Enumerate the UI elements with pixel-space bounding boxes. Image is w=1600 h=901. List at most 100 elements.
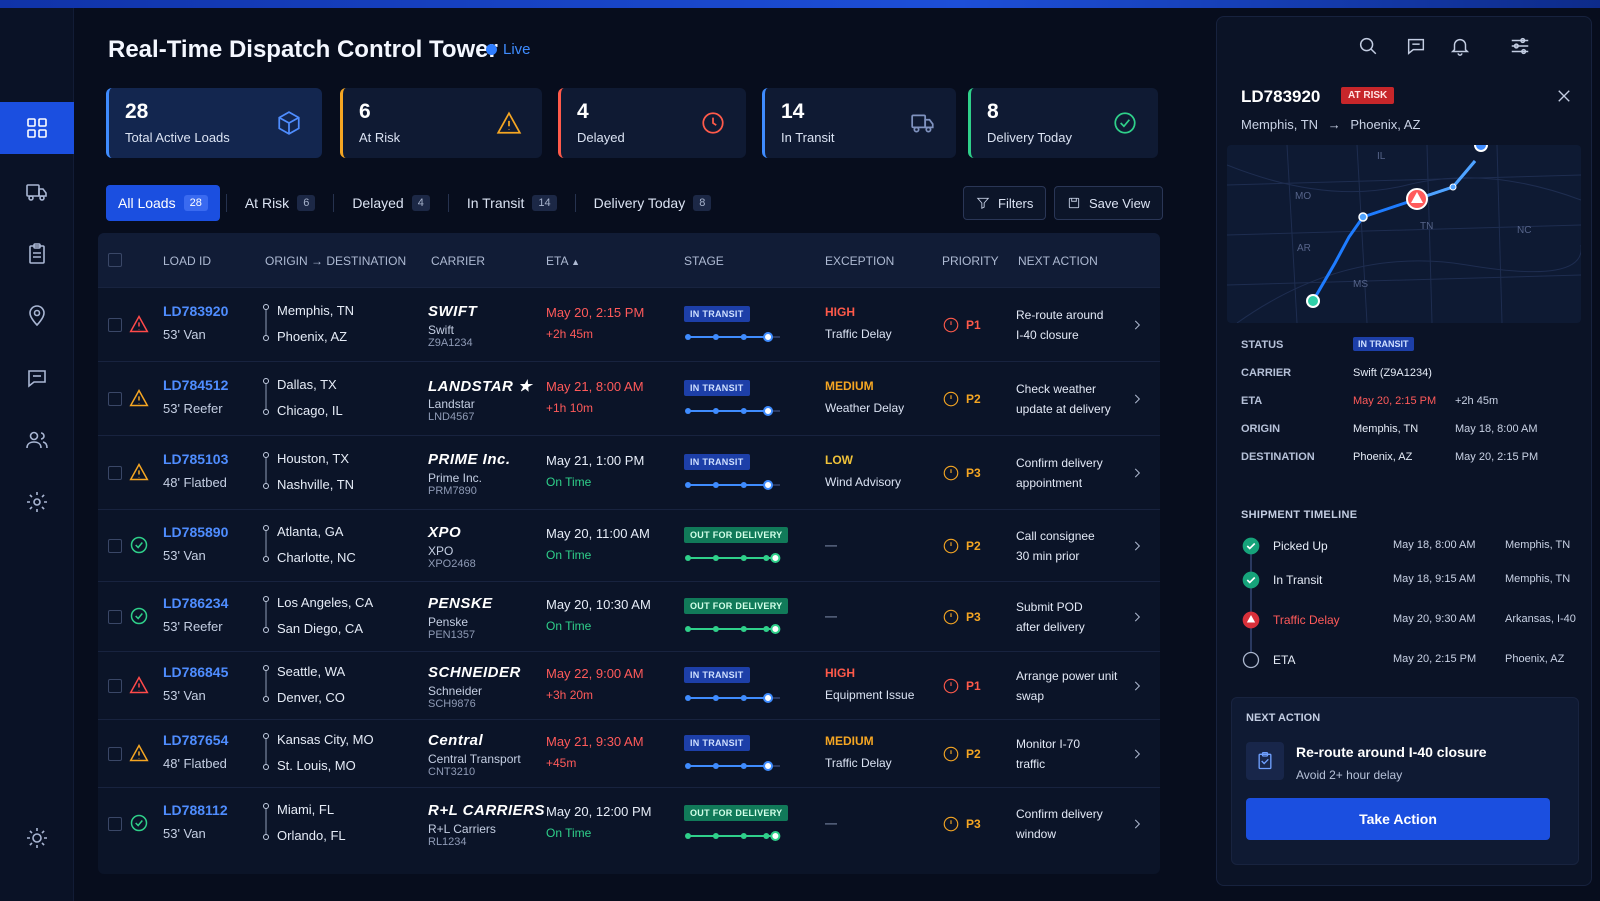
- row-checkbox[interactable]: [108, 318, 122, 332]
- row-checkbox[interactable]: [108, 392, 122, 406]
- chevron-right-icon[interactable]: [1130, 466, 1144, 483]
- row-checkbox[interactable]: [108, 817, 122, 831]
- header-priority[interactable]: PRIORITY: [942, 254, 999, 268]
- sidebar-item-users[interactable]: [0, 414, 74, 466]
- load-id-link[interactable]: LD787654: [163, 732, 229, 748]
- tab-at-risk[interactable]: At Risk 6: [233, 185, 327, 221]
- select-all-checkbox[interactable]: [108, 253, 122, 267]
- row-checkbox[interactable]: [108, 747, 122, 761]
- chevron-right-icon[interactable]: [1130, 318, 1144, 335]
- panel-destination: Phoenix, AZ: [1350, 117, 1421, 132]
- tab-delayed[interactable]: Delayed 4: [340, 185, 442, 221]
- route-line-icon: [261, 802, 271, 842]
- theme-toggle[interactable]: [0, 812, 74, 864]
- chevron-right-icon[interactable]: [1130, 817, 1144, 834]
- sidebar-item-dashboard[interactable]: [0, 102, 74, 154]
- route-map[interactable]: IL MO TN AR MS NC: [1227, 145, 1581, 323]
- carrier-logo: Central: [428, 732, 484, 749]
- kpi-total-active-loads[interactable]: 28 Total Active Loads: [106, 88, 322, 158]
- clock-icon: [943, 317, 959, 333]
- chevron-right-icon[interactable]: [1130, 610, 1144, 627]
- close-icon: [1558, 90, 1570, 102]
- load-id-link[interactable]: LD786234: [163, 595, 229, 611]
- load-id-link[interactable]: LD784512: [163, 377, 229, 393]
- check-circle-icon: [129, 535, 149, 558]
- kpi-delivery-today[interactable]: 8 Delivery Today: [968, 88, 1158, 158]
- sidebar-item-orders[interactable]: [0, 228, 74, 280]
- header-exception[interactable]: EXCEPTION: [825, 254, 895, 268]
- header-eta[interactable]: ETA ▲: [546, 254, 580, 268]
- table-row[interactable]: LD785103 48' Flatbed Houston, TX Nashvil…: [98, 435, 1160, 509]
- row-checkbox[interactable]: [108, 610, 122, 624]
- tab-in-transit[interactable]: In Transit 14: [455, 185, 569, 221]
- priority-indicator: P2: [942, 390, 981, 408]
- tab-delivery-today[interactable]: Delivery Today 8: [582, 185, 724, 221]
- detail-value: May 20, 2:15 PM: [1353, 395, 1437, 407]
- settings-sliders-button[interactable]: [1509, 35, 1531, 57]
- clock-icon: [943, 538, 959, 554]
- map-label: NC: [1517, 225, 1531, 236]
- timeline-line: [1250, 547, 1252, 657]
- table-row[interactable]: LD784512 53' Reefer Dallas, TX Chicago, …: [98, 361, 1160, 435]
- filters-button[interactable]: Filters: [963, 186, 1047, 220]
- save-view-button[interactable]: Save View: [1054, 186, 1164, 220]
- warning-icon: [129, 388, 149, 411]
- take-action-button[interactable]: Take Action: [1246, 798, 1550, 840]
- header-load-id[interactable]: LOAD ID: [163, 254, 212, 268]
- row-checkbox[interactable]: [108, 466, 122, 480]
- chevron-right-icon[interactable]: [1130, 679, 1144, 696]
- destination-text: Phoenix, AZ: [277, 329, 348, 344]
- header-origin[interactable]: ORIGIN → DESTINATION: [265, 254, 406, 268]
- sidebar-item-settings[interactable]: [0, 476, 74, 528]
- stage-badge: IN TRANSIT: [684, 305, 750, 322]
- load-id-link[interactable]: LD783920: [163, 303, 229, 319]
- sidebar-item-loads[interactable]: [0, 166, 74, 218]
- warning-icon: [129, 743, 149, 766]
- equipment-type: 48' Flatbed: [163, 475, 227, 490]
- table-row[interactable]: LD788112 53' Van Miami, FL Orlando, FL R…: [98, 787, 1160, 859]
- carrier-logo: XPO: [428, 524, 462, 541]
- clock-icon: [943, 746, 959, 762]
- tab-all-loads[interactable]: All Loads 28: [106, 185, 220, 221]
- kpi-value: 28: [125, 100, 149, 123]
- search-button[interactable]: [1357, 35, 1379, 57]
- chevron-right-icon[interactable]: [1130, 747, 1144, 764]
- table-row[interactable]: LD787654 48' Flatbed Kansas City, MO St.…: [98, 719, 1160, 787]
- priority-indicator: P2: [942, 537, 981, 555]
- sidebar-item-locations[interactable]: [0, 290, 74, 342]
- origin-text: Dallas, TX: [277, 377, 337, 392]
- load-id-link[interactable]: LD785890: [163, 524, 229, 540]
- table-row[interactable]: LD786234 53' Reefer Los Angeles, CA San …: [98, 581, 1160, 651]
- kpi-at-risk[interactable]: 6 At Risk: [340, 88, 542, 158]
- filter-icon: [976, 197, 990, 210]
- sidebar-item-messages[interactable]: [0, 352, 74, 404]
- pending-circle-icon: [1241, 650, 1261, 670]
- table-row[interactable]: LD783920 53' Van Memphis, TN Phoenix, AZ…: [98, 287, 1160, 361]
- header-stage[interactable]: STAGE: [684, 254, 724, 268]
- kpi-delayed[interactable]: 4 Delayed: [558, 88, 746, 158]
- table-row[interactable]: LD785890 53' Van Atlanta, GA Charlotte, …: [98, 509, 1160, 581]
- load-id-link[interactable]: LD788112: [163, 802, 228, 818]
- chevron-right-icon[interactable]: [1130, 539, 1144, 556]
- load-id-link[interactable]: LD785103: [163, 451, 229, 467]
- next-action-line2: traffic: [1016, 757, 1046, 771]
- next-action-line2: after delivery: [1016, 620, 1085, 634]
- load-id-link[interactable]: LD786845: [163, 664, 229, 680]
- header-carrier[interactable]: CARRIER: [431, 254, 486, 268]
- kpi-in-transit[interactable]: 14 In Transit: [762, 88, 956, 158]
- map-label: IL: [1377, 151, 1386, 162]
- table-row[interactable]: LD786845 53' Van Seattle, WA Denver, CO …: [98, 651, 1160, 719]
- next-action: Arrange power unit swap: [1016, 666, 1117, 706]
- messages-button[interactable]: [1405, 35, 1427, 57]
- notifications-button[interactable]: [1449, 35, 1471, 57]
- chevron-right-icon[interactable]: [1130, 392, 1144, 409]
- header-next-action[interactable]: NEXT ACTION: [1018, 254, 1098, 268]
- clock-icon: [943, 391, 959, 407]
- carrier-logo: PENSKE: [428, 595, 493, 612]
- check-circle-icon: [1112, 110, 1138, 136]
- row-checkbox[interactable]: [108, 679, 122, 693]
- detail-extra: May 18, 8:00 AM: [1455, 423, 1538, 435]
- row-checkbox[interactable]: [108, 539, 122, 553]
- stage-progress-bar: [684, 691, 782, 703]
- close-button[interactable]: [1555, 87, 1573, 105]
